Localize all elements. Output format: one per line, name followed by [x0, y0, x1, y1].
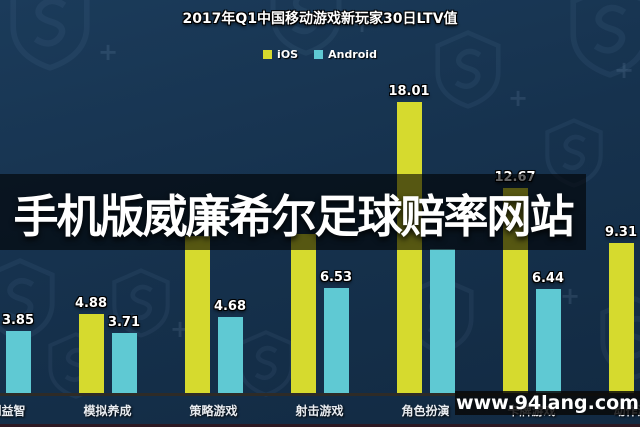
bar-android-0	[5, 331, 31, 393]
legend-item-android: Android	[314, 48, 377, 61]
category-label-4: 角色扮演	[401, 404, 450, 418]
bar-ios-3	[290, 234, 316, 393]
bar-android-4	[429, 249, 455, 393]
bar-ios-1	[78, 314, 104, 393]
bar-android-1	[111, 333, 137, 393]
legend-label-android: Android	[328, 48, 377, 61]
bar-android-2	[217, 317, 243, 393]
category-label-1: 模拟养成	[83, 404, 132, 418]
value-label-android-1: 3.71	[107, 315, 141, 330]
bar-ios-6	[608, 243, 634, 393]
bar-android-3	[323, 288, 349, 393]
chart-legend: iOS Android	[0, 48, 640, 61]
plus-decoration-icon	[508, 84, 528, 112]
value-label-ios-6: 9.31	[604, 225, 638, 240]
x-axis-line	[0, 393, 640, 396]
watermark-text: 手机版威廉希尔足球赔率网站	[13, 189, 574, 243]
watermark-band: 手机版威廉希尔足球赔率网站	[0, 174, 586, 250]
legend-item-ios: iOS	[263, 48, 298, 61]
chart-title: 2017年Q1中国移动游戏新玩家30日LTV值	[182, 11, 458, 27]
shield-logo-icon	[435, 30, 501, 109]
category-label-3: 射击游戏	[295, 404, 344, 418]
category-label-2: 策略游戏	[189, 404, 238, 418]
site-url-banner: www.94lang.com	[455, 391, 640, 415]
value-label-android-2: 4.68	[213, 299, 247, 314]
plus-decoration-icon	[560, 282, 580, 310]
value-label-ios-4: 18.01	[388, 84, 430, 99]
bar-android-5	[535, 289, 561, 393]
value-label-ios-1: 4.88	[74, 296, 108, 311]
value-label-android-3: 6.53	[319, 270, 353, 285]
legend-swatch-android-icon	[314, 50, 324, 59]
shield-logo-icon	[238, 330, 294, 397]
category-label-0: 休闲益智	[0, 404, 26, 418]
value-label-android-0: 3.85	[1, 313, 35, 328]
legend-label-ios: iOS	[277, 48, 299, 61]
bottom-edge-strip	[0, 424, 640, 427]
site-url-text: www.94lang.com	[456, 392, 639, 414]
bar-ios-2	[184, 236, 210, 393]
shield-logo-icon	[0, 258, 55, 342]
legend-swatch-ios-icon	[263, 50, 273, 59]
value-label-android-5: 6.44	[531, 271, 565, 286]
